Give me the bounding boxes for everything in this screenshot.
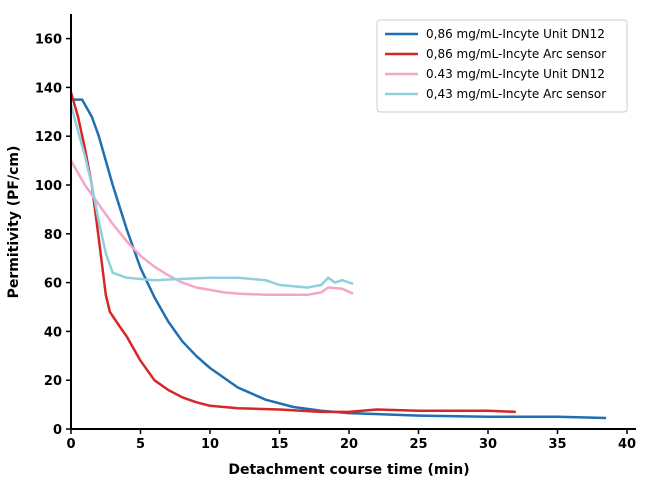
series-line-0 [71,98,607,420]
legend-label: 0,43 mg/mL-Incyte Arc sensor [426,87,606,101]
y-tick-label: 100 [35,179,62,194]
series-line-1 [69,91,516,414]
y-tick-label: 60 [44,277,62,292]
y-tick-label: 40 [44,325,62,340]
y-axis-label: Permitivity (PF/cm) [6,146,22,299]
y-tick-label: 80 [44,228,62,243]
x-ticks: 0 5 10 15 20 25 30 35 40 [66,429,636,452]
x-tick-label: 10 [201,437,219,452]
legend-label: 0,86 mg/mL-Incyte Arc sensor [426,47,606,61]
x-axis-label: Detachment course time (min) [228,462,469,478]
x-tick-label: 35 [548,437,566,452]
series-line-3 [69,104,354,289]
x-tick-label: 15 [270,437,288,452]
x-tick-label: 40 [618,437,636,452]
x-tick-label: 30 [479,437,497,452]
plot-area [69,91,607,420]
y-tick-label: 140 [35,81,62,96]
legend: 0,86 mg/mL-Incyte Unit DN12 0,86 mg/mL-In… [376,19,628,113]
legend-label: 0.43 mg/mL-Incyte Unit DN12 [426,67,605,81]
y-ticks: 0 20 40 60 80 100 120 140 160 [35,33,71,438]
y-tick-label: 160 [35,33,62,48]
x-tick-label: 25 [409,437,427,452]
x-tick-label: 5 [136,437,145,452]
y-tick-label: 120 [35,130,62,145]
series-line-2 [69,159,354,297]
x-tick-label: 0 [66,437,75,452]
x-tick-label: 20 [340,437,358,452]
y-tick-label: 0 [53,423,62,438]
legend-box [376,19,628,113]
y-tick-label: 20 [44,374,62,389]
legend-label: 0,86 mg/mL-Incyte Unit DN12 [426,27,605,41]
